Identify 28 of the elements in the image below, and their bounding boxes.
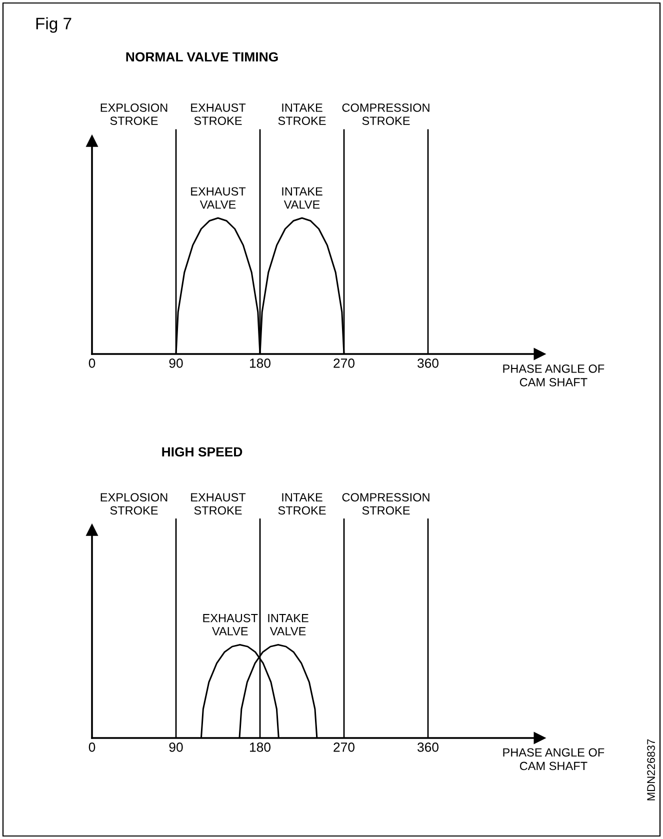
x-tick-label: 270 bbox=[334, 358, 354, 368]
x-tick-label: 0 bbox=[88, 742, 96, 752]
x-tick-label: 360 bbox=[417, 358, 438, 368]
text: EXHAUST STROKE bbox=[191, 103, 246, 125]
text: INTAKE STROKE bbox=[278, 104, 326, 125]
chart-title: HIGH SPEED bbox=[162, 447, 242, 457]
series-label: EXHAUST VALVE bbox=[203, 614, 258, 636]
text: INTAKE STROKE bbox=[278, 493, 326, 515]
caption: Fig 7 bbox=[36, 17, 72, 33]
x-tick-label: 0 bbox=[88, 358, 96, 368]
x-tick-label: 90 bbox=[169, 742, 183, 752]
x-tick-label: 180 bbox=[250, 742, 270, 752]
text: COMPRESSION STROKE bbox=[342, 493, 430, 515]
series-label: INTAKE VALVE bbox=[282, 187, 322, 209]
chart-title: NORMAL VALVE TIMING bbox=[126, 52, 278, 62]
x-tick-label: 360 bbox=[417, 742, 438, 752]
text: MDN226837 bbox=[647, 739, 655, 800]
x-axis-title: PHASE ANGLE OF CAM SHAFT bbox=[503, 364, 604, 386]
text: EXPLOSION STROKE bbox=[100, 103, 168, 125]
text: COMPRESSION STROKE bbox=[342, 103, 430, 125]
x-axis-title: PHASE ANGLE OF CAM SHAFT bbox=[503, 748, 604, 770]
x-tick-label: 90 bbox=[169, 358, 183, 368]
text: EXHAUST STROKE bbox=[191, 493, 246, 515]
x-tick-label: 180 bbox=[250, 358, 270, 368]
series-label: INTAKE VALVE bbox=[268, 614, 308, 636]
text: EXPLOSION STROKE bbox=[100, 493, 168, 515]
x-tick-label: 270 bbox=[334, 742, 354, 752]
series-label: EXHAUST VALVE bbox=[191, 187, 246, 209]
